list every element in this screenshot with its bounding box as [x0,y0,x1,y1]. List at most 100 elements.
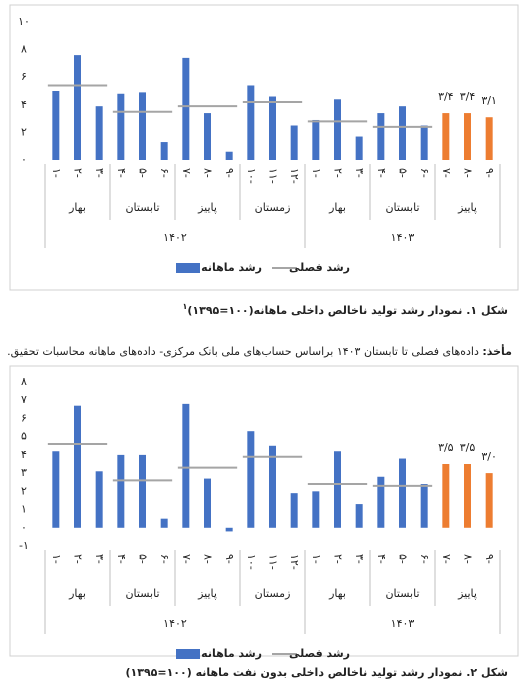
caption-text: شکل ۱. نمودار رشد تولید ناخالص داخلی ماه… [187,304,508,317]
bar [420,484,428,528]
x-tick-label: ۷- [440,168,453,178]
x-tick-label: ۷- [440,554,453,564]
legend-label: رشد ماهانه [201,647,262,660]
bar [52,451,60,528]
y-tick-label: ۳ [21,466,27,479]
bar [247,431,255,528]
bar [269,445,276,528]
bar [399,458,406,528]
bar [355,504,363,528]
y-tick-label: ۰ [21,153,27,166]
bar [355,136,363,160]
x-tick-label: ۹- [483,554,496,564]
x-tick-label: ۲- [72,554,85,564]
x-tick-label: ۱۱- [267,168,280,184]
bar [290,125,298,160]
year-label: ۱۴۰۳ [391,617,415,630]
x-tick-label: ۵- [397,554,410,564]
bar [377,113,385,160]
value-label: ۳/۰ [481,450,497,463]
bar [182,403,190,528]
caption-text: شکل ۲. نمودار رشد تولید ناخالص داخلی بدو… [125,666,508,679]
bar [139,92,146,160]
bar [442,464,450,528]
season-label: پاییز [457,587,477,600]
x-tick-label: ۶- [418,168,431,178]
y-tick-label: ۱۰ [18,15,30,28]
bar [95,106,103,160]
bar [182,57,190,160]
bar [334,451,341,528]
x-tick-label: ۲- [332,554,345,564]
x-tick-label: ۹- [483,168,496,178]
y-tick-label: -۱ [19,539,29,552]
x-tick-label: ۱۲- [288,554,301,570]
x-tick-label: ۴- [115,554,128,564]
y-tick-label: ۴ [21,98,27,111]
x-tick-label: ۳- [93,554,106,564]
legend-label: رشد فصلی [289,647,350,660]
bar [334,99,341,160]
x-tick-label: ۷- [180,554,193,564]
y-tick-label: ۴ [21,448,27,461]
x-tick-label: ۸- [202,554,215,564]
x-tick-label: ۱۰- [245,554,258,570]
y-tick-label: ۷ [21,393,27,406]
x-tick-label: ۳- [353,554,366,564]
y-tick-label: ۱ [21,503,27,516]
bar [74,55,81,161]
x-tick-label: ۱- [50,554,63,564]
bar [399,106,406,160]
x-tick-label: ۳- [353,168,366,178]
bar [74,405,81,528]
x-tick-label: ۴- [115,168,128,178]
x-tick-label: ۵- [397,168,410,178]
bar [312,491,320,528]
value-label: ۳/۴ [460,90,476,103]
y-tick-label: ۲ [21,484,27,497]
chart-frame [9,4,519,291]
x-tick-label: ۴- [375,554,388,564]
bar [290,493,298,528]
legend-swatch [176,263,200,273]
bar [117,454,125,528]
x-tick-label: ۹- [223,554,236,564]
caption: شکل ۲. نمودار رشد تولید ناخالص داخلی بدو… [125,666,508,679]
y-tick-label: ۸ [21,43,27,56]
season-label: بهار [68,587,86,600]
y-tick-label: ۰ [21,521,27,534]
bar [204,478,211,528]
legend-label: رشد فصلی [289,261,350,274]
y-tick-label: ۲ [21,125,27,138]
x-tick-label: ۱- [310,168,323,178]
season-label: بهار [328,201,346,214]
bar [225,527,233,532]
y-tick-label: ۶ [21,70,27,83]
season-label: تابستان [385,587,419,600]
bar [139,454,146,528]
x-tick-label: ۵- [137,168,150,178]
bar [117,93,125,160]
year-label: ۱۴۰۲ [163,231,187,244]
chart-frame [9,365,519,657]
bar [377,476,385,528]
bar [160,142,168,160]
x-tick-label: ۲- [332,168,345,178]
bar [464,464,471,528]
bar [464,113,471,160]
value-label: ۳/۵ [460,441,476,454]
source-note: مأخذ: داده‌های فصلی تا تابستان ۱۴۰۳ براس… [7,344,512,359]
x-tick-label: ۷- [180,168,193,178]
bar [95,471,103,528]
season-label: پاییز [197,587,217,600]
year-label: ۱۴۰۳ [391,231,415,244]
season-label: تابستان [125,201,159,214]
season-label: بهار [328,587,346,600]
source-label: مأخذ: [482,344,512,358]
x-tick-label: ۲- [72,168,85,178]
x-tick-label: ۵- [137,554,150,564]
season-label: پاییز [197,201,217,214]
caption: شکل ۱. نمودار رشد تولید ناخالص داخلی ماه… [182,302,508,317]
value-label: ۳/۵ [438,441,454,454]
x-tick-label: ۱- [50,168,63,178]
